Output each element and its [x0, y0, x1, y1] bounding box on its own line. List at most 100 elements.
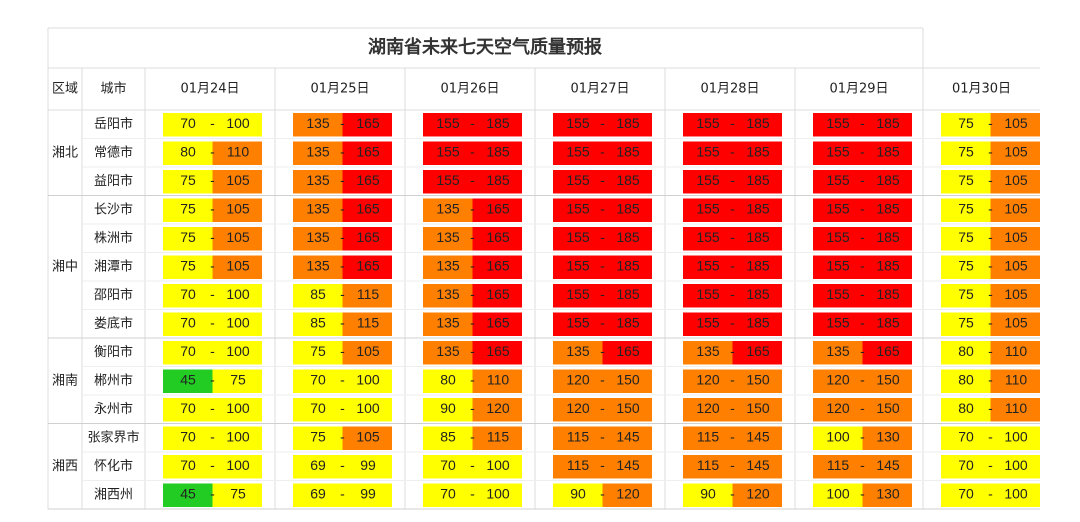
aqi-low-cell: [293, 113, 343, 137]
aqi-low-cell: [813, 398, 863, 422]
region-label: 湘北: [52, 145, 78, 160]
aqi-low-cell: [423, 483, 473, 507]
aqi-low: 155: [566, 257, 590, 273]
aqi-low: 70: [958, 485, 974, 501]
aqi-high: 185: [746, 143, 770, 159]
aqi-high-cell: [342, 284, 392, 308]
aqi-high-cell: [342, 483, 392, 507]
aqi-separator: -: [730, 143, 735, 159]
aqi-high-cell: [862, 284, 912, 308]
aqi-high-cell: [990, 227, 1040, 251]
aqi-low-cell: [293, 398, 343, 422]
aqi-low-cell: [813, 455, 863, 479]
aqi-separator: -: [470, 400, 475, 416]
aqi-high: 185: [746, 115, 770, 131]
aqi-low: 70: [180, 115, 196, 131]
aqi-separator: -: [988, 485, 993, 501]
aqi-high-cell: [862, 113, 912, 137]
column-header: 01月28日: [700, 82, 759, 97]
aqi-high: 165: [356, 172, 380, 188]
aqi-separator: -: [210, 314, 215, 330]
city-label: 怀化市: [94, 458, 133, 474]
region-label: 湘南: [52, 372, 78, 388]
aqi-high-cell: [472, 227, 522, 251]
aqi-high: 185: [746, 229, 770, 245]
aqi-high-cell: [342, 198, 392, 222]
city-label: 长沙市: [94, 201, 133, 217]
city-label: 湘潭市: [94, 258, 133, 274]
aqi-low: 80: [958, 371, 974, 387]
aqi-high-cell: [990, 284, 1040, 308]
aqi-separator: -: [470, 371, 475, 387]
aqi-high: 185: [876, 257, 900, 273]
aqi-separator: -: [730, 115, 735, 131]
aqi-high: 99: [360, 485, 376, 501]
aqi-separator: -: [988, 229, 993, 245]
aqi-low: 75: [958, 143, 974, 159]
column-header: 城市: [100, 81, 126, 97]
aqi-high-cell: [602, 426, 652, 450]
aqi-separator: -: [988, 115, 993, 131]
aqi-low: 115: [697, 428, 720, 444]
aqi-low-cell: [163, 312, 213, 336]
aqi-separator: -: [860, 371, 865, 387]
aqi-low-cell: [553, 141, 603, 165]
aqi-high-cell: [602, 341, 652, 365]
aqi-high-cell: [990, 312, 1040, 336]
aqi-low-cell: [163, 284, 213, 308]
aqi-low-cell: [813, 198, 863, 222]
aqi-separator: -: [730, 371, 735, 387]
aqi-separator: -: [210, 257, 215, 273]
aqi-high: 100: [1004, 428, 1028, 444]
aqi-separator: -: [210, 172, 215, 188]
aqi-low: 75: [180, 229, 196, 245]
aqi-high: 110: [1005, 371, 1028, 387]
aqi-low-cell: [553, 483, 603, 507]
aqi-separator: -: [988, 428, 993, 444]
aqi-low-cell: [813, 369, 863, 393]
aqi-separator: -: [600, 428, 605, 444]
aqi-high: 185: [486, 115, 510, 131]
aqi-separator: -: [210, 343, 215, 359]
aqi-low-cell: [293, 141, 343, 165]
aqi-low: 155: [566, 286, 590, 302]
aqi-low-cell: [683, 227, 733, 251]
aqi-high-cell: [862, 170, 912, 194]
aqi-separator: -: [210, 200, 215, 216]
aqi-high: 99: [360, 457, 376, 473]
aqi-high: 120: [486, 400, 510, 416]
aqi-low-cell: [941, 455, 991, 479]
aqi-high: 110: [487, 371, 510, 387]
aqi-low: 70: [440, 485, 456, 501]
aqi-low: 120: [826, 371, 850, 387]
aqi-high-cell: [732, 455, 782, 479]
aqi-high: 115: [357, 314, 380, 330]
aqi-separator: -: [988, 286, 993, 302]
aqi-high: 100: [356, 400, 380, 416]
aqi-low: 155: [696, 229, 720, 245]
aqi-high-cell: [732, 113, 782, 137]
aqi-low-cell: [423, 170, 473, 194]
aqi-high: 130: [876, 428, 900, 444]
aqi-high: 105: [1004, 229, 1028, 245]
aqi-high-cell: [862, 198, 912, 222]
aqi-separator: -: [340, 200, 345, 216]
aqi-low: 135: [306, 257, 330, 273]
aqi-separator: -: [600, 286, 605, 302]
aqi-low: 75: [180, 172, 196, 188]
aqi-low: 135: [306, 200, 330, 216]
aqi-high: 185: [486, 143, 510, 159]
aqi-low-cell: [293, 312, 343, 336]
aqi-separator: -: [470, 172, 475, 188]
column-header: 01月24日: [180, 82, 239, 97]
aqi-low-cell: [553, 227, 603, 251]
aqi-high: 100: [1004, 485, 1028, 501]
aqi-low-cell: [553, 312, 603, 336]
aqi-low: 155: [826, 314, 850, 330]
aqi-low: 70: [180, 400, 196, 416]
aqi-separator: -: [730, 485, 735, 501]
aqi-high-cell: [472, 198, 522, 222]
aqi-separator: -: [340, 257, 345, 273]
aqi-low: 69: [310, 485, 326, 501]
